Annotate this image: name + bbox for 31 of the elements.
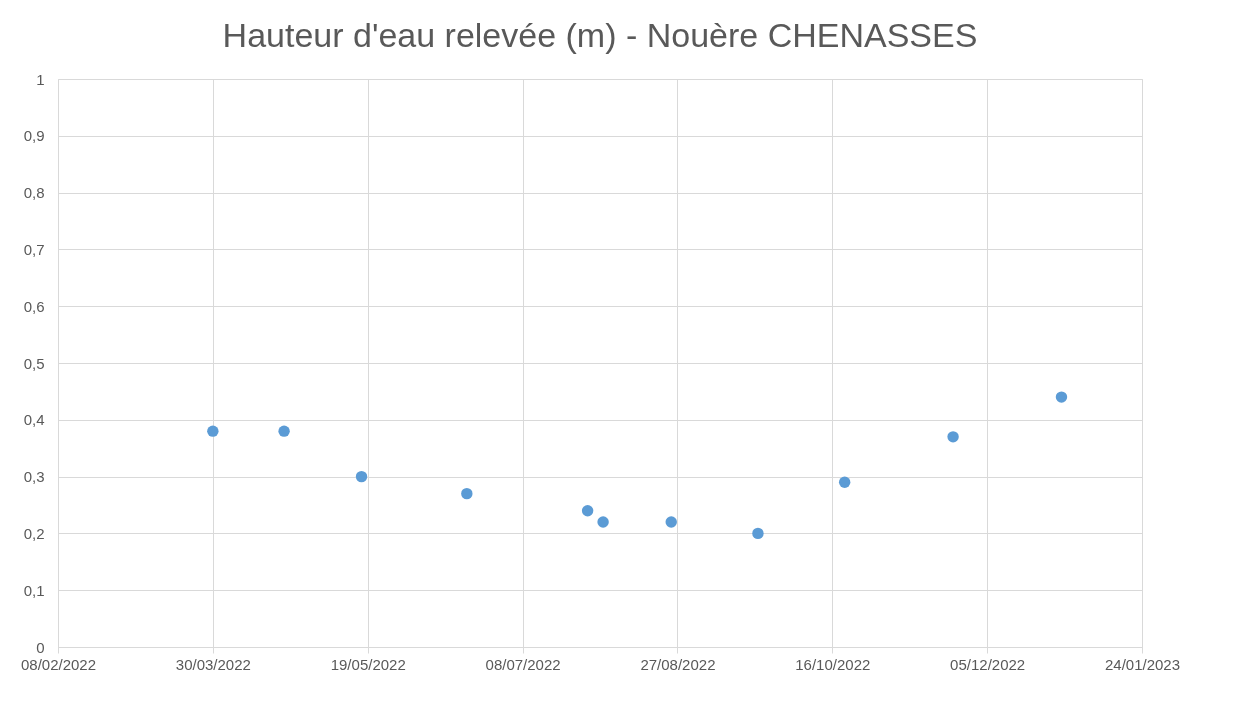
y-tick-label: 0,1 xyxy=(23,581,45,599)
x-tick-label: 27/08/2022 xyxy=(640,655,716,673)
x-tick-label: 16/10/2022 xyxy=(795,655,871,673)
y-tick-label: 0,7 xyxy=(23,240,45,258)
point xyxy=(355,470,368,483)
y-tick-label: 1 xyxy=(36,70,45,88)
x-tick-label: 08/02/2022 xyxy=(20,655,97,673)
point xyxy=(838,476,851,488)
x-tick-label: 19/05/2022 xyxy=(330,655,406,673)
chart-title: Hauteur d'eau relevée (m) - Nouère CHENASSES xyxy=(222,16,978,54)
point xyxy=(207,425,219,437)
y-tick-label: 0,3 xyxy=(23,468,45,486)
point xyxy=(581,504,594,517)
y-tick-label: 0,5 xyxy=(23,354,45,372)
point xyxy=(461,487,473,500)
x-tick-label: 08/07/2022 xyxy=(485,655,561,673)
x-tick-label: 24/01/2023 xyxy=(1104,655,1181,673)
y-tick-label: 0,8 xyxy=(23,184,45,202)
point xyxy=(278,425,290,437)
point xyxy=(752,527,764,540)
x-tick-label: 30/03/2022 xyxy=(175,655,251,673)
y-tick-label: 0 xyxy=(36,638,45,656)
y-tick-label: 0,2 xyxy=(23,524,45,542)
y-tick-label: 0,9 xyxy=(23,127,45,145)
point xyxy=(665,516,677,528)
y-tick-label: 0,4 xyxy=(23,411,45,429)
point xyxy=(947,431,959,443)
x-tick-label: 05/12/2022 xyxy=(950,655,1026,673)
point xyxy=(597,516,609,528)
point xyxy=(1055,391,1068,403)
y-tick-label: 0,6 xyxy=(23,297,45,315)
